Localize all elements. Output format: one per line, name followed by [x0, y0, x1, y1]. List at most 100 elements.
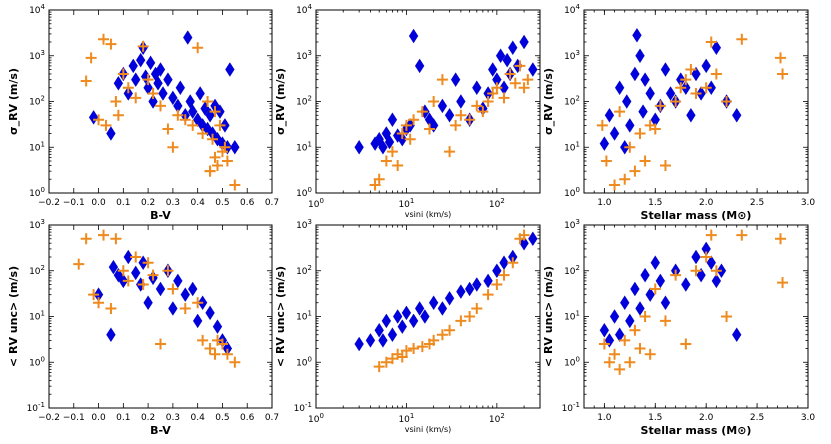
cross-point	[110, 96, 122, 107]
diamond-point	[158, 86, 168, 101]
diamond-point	[650, 255, 660, 270]
diamond-point	[437, 301, 448, 316]
series-cross	[373, 229, 530, 373]
y-tick-label: 104	[564, 3, 580, 16]
y-tick-label: 102	[296, 95, 312, 108]
diamond-point	[711, 273, 722, 289]
cross-point	[639, 155, 651, 167]
x-tick-label: 102	[489, 197, 505, 210]
diamond-point	[387, 327, 398, 342]
x-tick-label: 0.5	[215, 413, 229, 423]
cross-point	[482, 289, 494, 301]
cross-point	[477, 106, 489, 118]
cross-point	[202, 96, 214, 107]
y-tick-label: 100	[564, 186, 580, 199]
diamond-point	[131, 72, 141, 87]
diamond-point	[401, 305, 412, 321]
diamond-point	[625, 118, 635, 133]
diamond-point	[188, 281, 198, 297]
series-diamond	[93, 249, 233, 356]
y-tick-label: 101	[564, 140, 580, 153]
cross-point	[137, 279, 149, 291]
y-tick-label: 101	[564, 310, 580, 323]
diamond-point	[488, 62, 498, 77]
cross-point	[400, 345, 412, 357]
series-diamond	[88, 30, 240, 155]
x-tick-label: 2.0	[699, 413, 714, 423]
cross-point	[130, 92, 142, 104]
diamond-point	[508, 40, 518, 55]
diamond-point	[354, 139, 364, 155]
diamond-point	[681, 277, 691, 292]
diamond-point	[472, 277, 482, 292]
diamond-point	[195, 86, 205, 101]
x-axis-label: Stellar mass (M⊙)	[641, 209, 752, 222]
cross-point	[197, 334, 209, 346]
y-tick-label: 100	[564, 355, 580, 368]
diamond-point	[374, 322, 384, 338]
diamond-point	[175, 80, 186, 96]
cross-point	[187, 119, 199, 131]
diamond-point	[135, 52, 146, 68]
diamond-point	[519, 34, 529, 50]
x-tick-label: 1.5	[648, 198, 662, 208]
series-diamond	[599, 241, 742, 348]
x-axis-label: vsini (km/s)	[405, 425, 452, 434]
cross-point	[98, 229, 110, 241]
y-tick-label: 102	[29, 264, 45, 277]
diamond-point	[192, 313, 203, 329]
cross-point	[634, 342, 646, 354]
cross-point	[428, 334, 440, 346]
diamond-point	[354, 336, 364, 352]
cross-point	[93, 297, 105, 309]
x-tick-label: −0.2	[38, 198, 60, 208]
cross-point	[736, 33, 748, 45]
x-axis-label: Stellar mass (M⊙)	[641, 424, 752, 437]
x-axis-label: vsini (km/s)	[405, 210, 452, 219]
x-tick-label: 0.4	[191, 198, 206, 208]
cross-point	[507, 257, 519, 269]
cross-point	[179, 114, 191, 126]
x-tick-label: 0.4	[191, 413, 206, 423]
cross-point	[122, 82, 134, 94]
diamond-point	[205, 305, 215, 321]
cross-point	[450, 119, 462, 131]
diamond-point	[640, 72, 650, 87]
cross-point	[624, 141, 636, 153]
x-tick-label: 100	[308, 197, 324, 210]
cross-point	[775, 52, 787, 64]
diamond-point	[428, 295, 439, 311]
diamond-point	[420, 309, 430, 324]
cross-point	[80, 75, 92, 87]
diamond-point	[408, 28, 419, 44]
cross-point	[221, 348, 233, 360]
cross-point	[471, 100, 483, 112]
cross-point	[491, 279, 503, 291]
cross-point	[172, 109, 184, 121]
cross-point	[444, 146, 456, 158]
x-tick-label: 0.3	[166, 198, 180, 208]
diamond-point	[635, 48, 645, 64]
cross-point	[100, 119, 112, 131]
y-axis-label: < RV unc> (m/s)	[274, 266, 287, 367]
cross-point	[700, 251, 712, 263]
diamond-point	[397, 131, 407, 147]
diamond-point	[414, 301, 425, 316]
diamond-point	[392, 309, 403, 324]
cross-point	[117, 265, 129, 277]
diamond-point	[706, 255, 716, 270]
cross-point	[110, 233, 122, 245]
cross-point	[162, 123, 174, 135]
y-tick-label: 102	[296, 264, 312, 277]
x-tick-label: 3.0	[801, 413, 816, 423]
diamond-point	[660, 62, 671, 77]
x-tick-label: 0.2	[141, 198, 155, 208]
cross-point	[514, 60, 526, 72]
cross-point	[229, 179, 241, 191]
diamond-point	[143, 80, 153, 96]
cross-point	[777, 277, 789, 289]
x-tick-label: 2.5	[750, 413, 764, 423]
y-axis-label: < RV unc> (m/s)	[542, 266, 555, 367]
diamond-point	[378, 333, 388, 348]
diamond-point	[168, 301, 178, 316]
